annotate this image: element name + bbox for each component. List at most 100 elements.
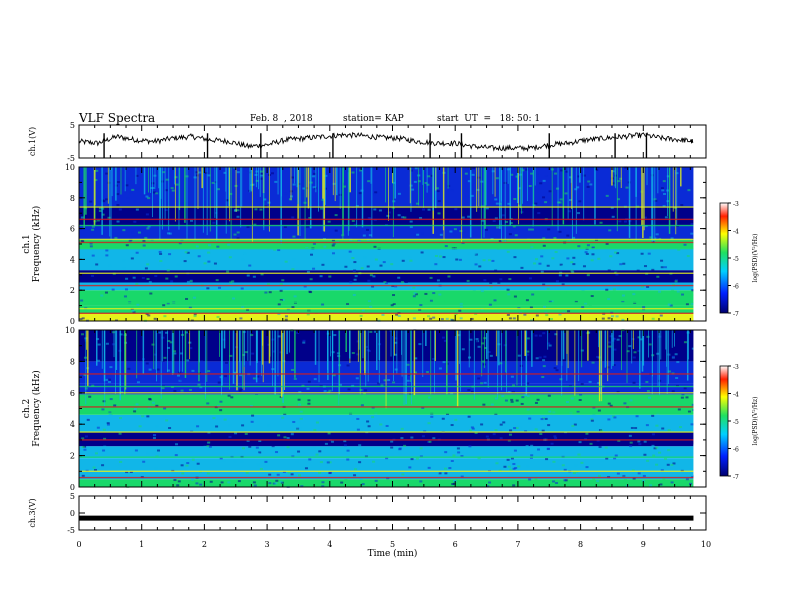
sferic-streak: [642, 167, 644, 239]
spectrogram-speckle: [483, 381, 487, 384]
spectrogram-speckle: [154, 252, 158, 255]
sferic-streak: [110, 167, 112, 241]
spectrogram-speckle: [643, 440, 647, 443]
spectrogram-speckle: [565, 401, 569, 404]
y-tick-label: 6: [70, 225, 75, 234]
spectrogram-speckle: [558, 230, 562, 233]
spectrogram-speckle: [166, 269, 170, 272]
spectrogram-speckle: [220, 481, 224, 484]
spectrogram-speckle: [673, 206, 677, 209]
spectrogram-speckle: [553, 435, 557, 438]
sferic-streak: [393, 330, 394, 382]
spectrogram-speckle: [130, 257, 134, 260]
spectrogram-speckle: [635, 415, 639, 418]
spectrogram-speckle: [617, 198, 621, 201]
spectrogram-speckle: [418, 308, 422, 311]
spectrogram-speckle: [309, 278, 313, 281]
spectrogram-speckle: [436, 279, 440, 282]
spectrogram-speckle: [666, 200, 670, 203]
spectrogram-speckle: [460, 455, 464, 458]
spectrogram-speckle: [173, 352, 177, 355]
sferic-streak: [101, 330, 103, 369]
sferic-streak: [461, 167, 463, 243]
spectrogram-speckle: [386, 214, 390, 217]
spectrogram-speckle: [219, 457, 223, 460]
ylabel-frequency: Frequency (kHz): [31, 206, 42, 283]
spectrogram-speckle: [104, 291, 108, 294]
spectrogram-speckle: [586, 185, 590, 188]
spectrogram-speckle: [115, 319, 119, 322]
sferic-streak: [641, 330, 644, 372]
spectrogram-speckle: [446, 338, 450, 341]
spectrogram-speckle: [281, 279, 285, 282]
spectrogram-speckle: [83, 373, 87, 376]
spectrogram-speckle: [351, 171, 355, 174]
spectrogram-speckle: [299, 417, 303, 420]
spectrogram-speckle: [530, 172, 534, 175]
sferic-streak: [258, 167, 259, 190]
spectrogram-speckle: [292, 183, 296, 186]
sferic-streak: [385, 167, 387, 203]
sferic-streak: [249, 167, 251, 193]
y-tick-label: 0: [70, 509, 75, 518]
sferic-streak: [666, 330, 668, 367]
spectrogram-speckle: [268, 482, 272, 485]
spectrogram-speckle: [680, 204, 684, 207]
sferic-streak: [614, 167, 616, 187]
spectrogram-speckle: [457, 451, 461, 454]
spectrogram-speckle: [155, 404, 159, 407]
spectrogram-speckle: [135, 208, 139, 211]
sferic-streak: [392, 167, 394, 238]
sferic-streak: [659, 330, 660, 396]
spectrogram-speckle: [576, 410, 580, 413]
spectrogram-speckle: [378, 209, 382, 212]
spectrogram-speckle: [497, 281, 501, 284]
spectrogram-speckle: [462, 230, 466, 233]
sferic-streak: [325, 167, 326, 205]
sferic-streak: [665, 330, 667, 350]
spectrogram-speckle: [155, 192, 159, 195]
spectrogram-speckle: [530, 454, 534, 457]
spectrogram-speckle: [542, 365, 546, 368]
spectrogram-speckle: [690, 232, 694, 235]
spectrogram-speckle: [284, 192, 288, 195]
spectrogram-speckle: [236, 171, 240, 174]
spectrogram-speckle: [444, 467, 448, 470]
spectrogram-speckle: [142, 239, 146, 242]
spectrogram-speckle: [328, 461, 332, 464]
spectrogram-speckle: [596, 480, 600, 483]
spectrogram-speckle: [306, 270, 310, 273]
spectrogram-speckle: [561, 356, 565, 359]
sferic-streak: [532, 167, 534, 227]
spectrogram-speckle: [189, 402, 193, 405]
spectrogram-speckle: [634, 427, 638, 430]
sferic-streak: [159, 167, 161, 240]
spectrogram-speckle: [277, 313, 281, 316]
spectrogram-speckle: [321, 343, 325, 346]
spectrogram-speckle: [254, 217, 258, 220]
spectrogram-speckle: [609, 255, 613, 258]
spectrogram-speckle: [421, 406, 425, 409]
spectrogram-speckle: [540, 418, 544, 421]
spectrogram-speckle: [542, 237, 546, 240]
sferic-streak: [179, 167, 181, 211]
spectrogram-speckle: [355, 205, 359, 208]
spectrogram-speckle: [241, 258, 245, 261]
sferic-streak: [598, 330, 601, 402]
spectrogram-speckle: [107, 181, 111, 184]
spectrogram-speckle: [96, 426, 100, 429]
spectrogram-speckle: [552, 460, 556, 463]
spectrogram-speckle: [596, 179, 600, 182]
sferic-streak: [322, 167, 324, 231]
spectrogram-speckle: [623, 478, 627, 481]
sferic-streak: [657, 167, 659, 194]
sferic-streak: [364, 330, 366, 375]
narrowband-tone: [79, 412, 694, 414]
spectrogram-speckle: [564, 192, 568, 195]
spectrogram-speckle: [610, 206, 614, 209]
spectrogram-speckle: [287, 380, 291, 383]
sferic-streak: [86, 330, 87, 350]
spectrogram-speckle: [207, 174, 211, 177]
spectrogram-speckle: [623, 402, 627, 405]
spectrogram-speckle: [385, 457, 389, 460]
